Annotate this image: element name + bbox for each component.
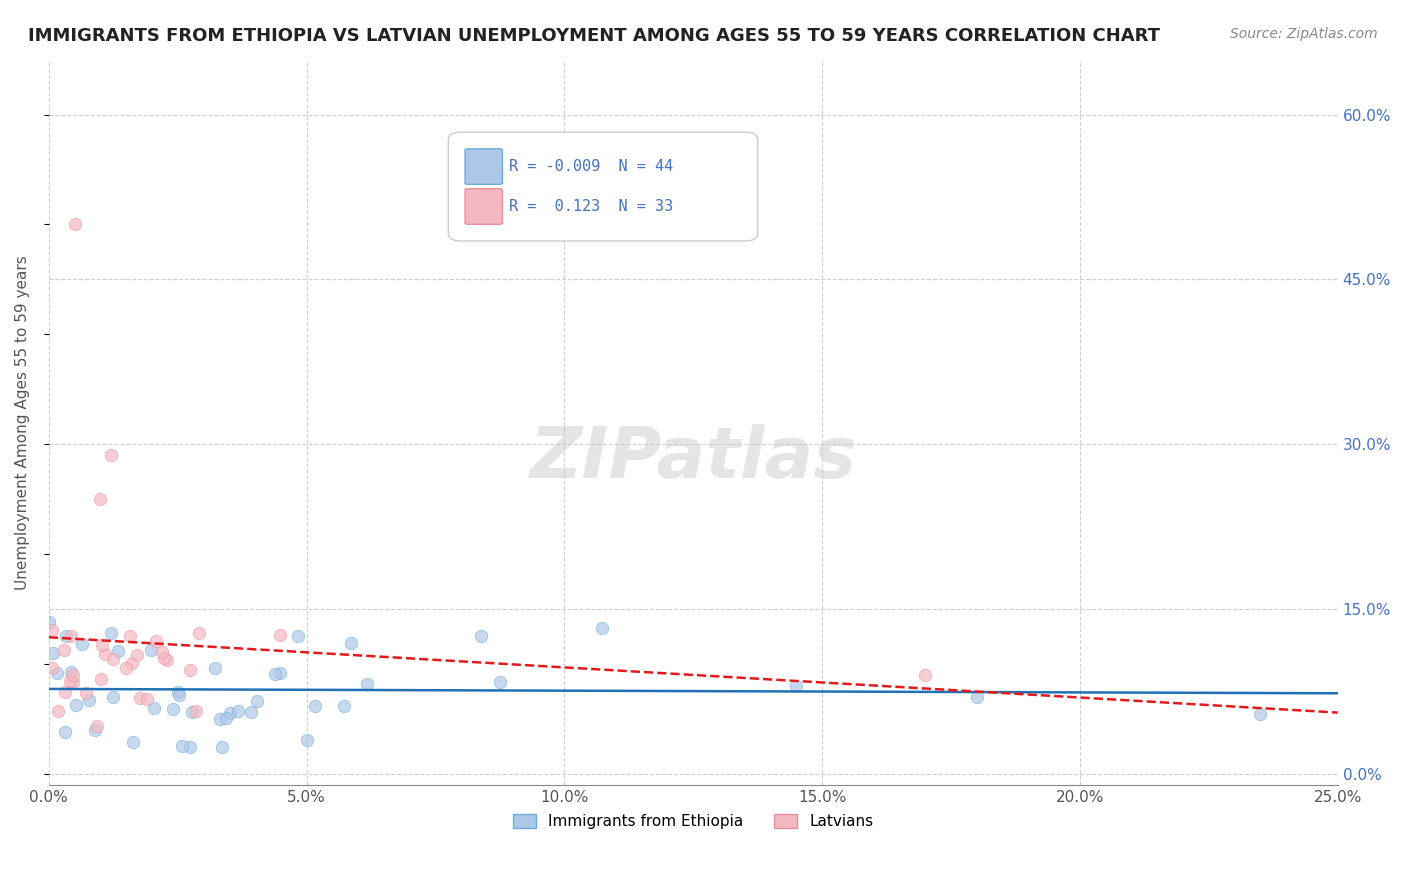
Point (1249, 706, 1271, 721)
Point (65, 698, 87, 712)
Text: R = -0.009  N = 44: R = -0.009 N = 44 (509, 159, 673, 174)
Point (89, 492, 111, 507)
Point (46, 666, 69, 681)
Point (128, 691, 150, 706)
Point (122, 734, 145, 748)
Point (591, 621, 613, 635)
Point (167, 685, 190, 699)
Point (208, 712, 231, 726)
Point (115, 661, 138, 675)
FancyBboxPatch shape (465, 149, 502, 185)
Point (785, 679, 807, 693)
Point (103, 690, 125, 704)
Text: R =  0.123  N = 33: R = 0.123 N = 33 (509, 200, 673, 214)
Point (60, 629, 83, 643)
Point (120, 629, 142, 643)
Point (145, 634, 167, 648)
Point (184, 704, 207, 718)
Point (62, 675, 84, 690)
Point (55, 725, 77, 739)
Point (180, 706, 202, 720)
FancyBboxPatch shape (465, 189, 502, 224)
Point (125, 648, 148, 662)
Point (41, 661, 63, 675)
Point (228, 704, 250, 718)
Point (100, 448, 122, 462)
Point (100, 626, 122, 640)
Point (62, 667, 84, 681)
Point (333, 699, 356, 714)
Point (211, 739, 233, 754)
Point (135, 692, 157, 706)
Point (75, 685, 97, 699)
Point (470, 629, 492, 643)
Point (269, 666, 291, 681)
Point (153, 650, 176, 665)
Point (55, 684, 77, 698)
Point (55, 629, 77, 643)
Point (41, 624, 63, 638)
Legend: Immigrants from Ethiopia, Latvians: Immigrants from Ethiopia, Latvians (508, 808, 879, 836)
Point (143, 701, 166, 715)
Point (287, 628, 309, 642)
Point (304, 698, 326, 713)
Point (77, 693, 100, 707)
Point (219, 706, 242, 720)
Point (356, 677, 378, 691)
Point (38, 615, 60, 629)
Point (179, 663, 201, 677)
Point (94, 648, 117, 662)
Point (240, 705, 263, 719)
Text: ZIPatlas: ZIPatlas (530, 424, 856, 493)
Point (264, 667, 287, 681)
Point (204, 661, 226, 675)
Point (83, 723, 105, 738)
Point (121, 656, 143, 670)
Point (269, 628, 291, 642)
Point (162, 702, 184, 716)
Point (188, 626, 211, 640)
Point (152, 645, 174, 659)
Point (156, 653, 179, 667)
Point (59, 665, 82, 680)
Point (101, 651, 124, 665)
Point (215, 710, 238, 724)
Point (53, 642, 76, 657)
Point (340, 636, 363, 650)
Y-axis label: Unemployment Among Ages 55 to 59 years: Unemployment Among Ages 55 to 59 years (15, 255, 30, 590)
Point (91, 638, 114, 652)
Point (295, 732, 318, 747)
Point (141, 643, 163, 657)
Point (167, 689, 190, 703)
Point (63, 218, 86, 232)
Point (70, 637, 93, 651)
Point (86, 719, 108, 733)
Text: IMMIGRANTS FROM ETHIOPIA VS LATVIAN UNEMPLOYMENT AMONG AGES 55 TO 59 YEARS CORRE: IMMIGRANTS FROM ETHIOPIA VS LATVIAN UNEM… (28, 27, 1160, 45)
Point (107, 644, 129, 658)
Point (59, 673, 82, 688)
Point (914, 668, 936, 682)
Point (966, 690, 988, 705)
Point (90, 672, 112, 686)
Point (170, 739, 193, 754)
Point (488, 674, 510, 689)
Point (41, 646, 63, 660)
Text: Source: ZipAtlas.com: Source: ZipAtlas.com (1230, 27, 1378, 41)
FancyBboxPatch shape (449, 132, 758, 241)
Point (246, 694, 269, 708)
Point (179, 739, 201, 754)
Point (46, 704, 69, 718)
